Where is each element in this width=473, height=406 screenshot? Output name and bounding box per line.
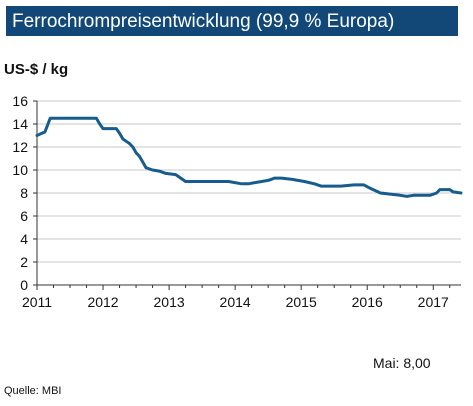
x-tick-label: 2011 bbox=[22, 294, 52, 310]
series-layer bbox=[35, 116, 463, 198]
y-tick-labels: 0 2 4 6 8 10 12 14 16 bbox=[12, 93, 28, 293]
y-tick-label: 8 bbox=[20, 185, 28, 201]
y-tick-label: 6 bbox=[20, 208, 28, 224]
x-tick-label: 2017 bbox=[418, 294, 449, 310]
x-tick-label: 2014 bbox=[220, 294, 251, 310]
y-tick-label: 16 bbox=[12, 93, 28, 109]
y-tick-label: 14 bbox=[12, 116, 28, 132]
grid-lines bbox=[37, 100, 461, 263]
chart-title: Ferrochrompreisentwicklung (99,9 % Europ… bbox=[12, 11, 395, 32]
y-tick-label: 10 bbox=[12, 162, 28, 178]
series-line-price bbox=[35, 116, 463, 198]
y-tick-label: 12 bbox=[12, 139, 28, 155]
latest-value-note: Mai: 8,00 bbox=[373, 355, 431, 371]
title-bar: Ferrochrompreisentwicklung (99,9 % Europ… bbox=[6, 6, 458, 36]
x-tick-label: 2013 bbox=[154, 294, 185, 310]
y-tick-label: 0 bbox=[20, 277, 28, 293]
x-tick-label: 2016 bbox=[352, 294, 383, 310]
x-tick-label: 2012 bbox=[87, 294, 118, 310]
y-tick-label: 2 bbox=[20, 254, 28, 270]
axes bbox=[33, 100, 461, 290]
y-axis-unit-label: US-$ / kg bbox=[4, 61, 69, 78]
y-tick-label: 4 bbox=[20, 231, 28, 247]
x-tick-label: 2015 bbox=[286, 294, 317, 310]
x-tick-labels: 2011 2012 2013 2014 2015 2016 2017 bbox=[22, 294, 449, 310]
source-note: Quelle: MBI bbox=[4, 385, 62, 397]
